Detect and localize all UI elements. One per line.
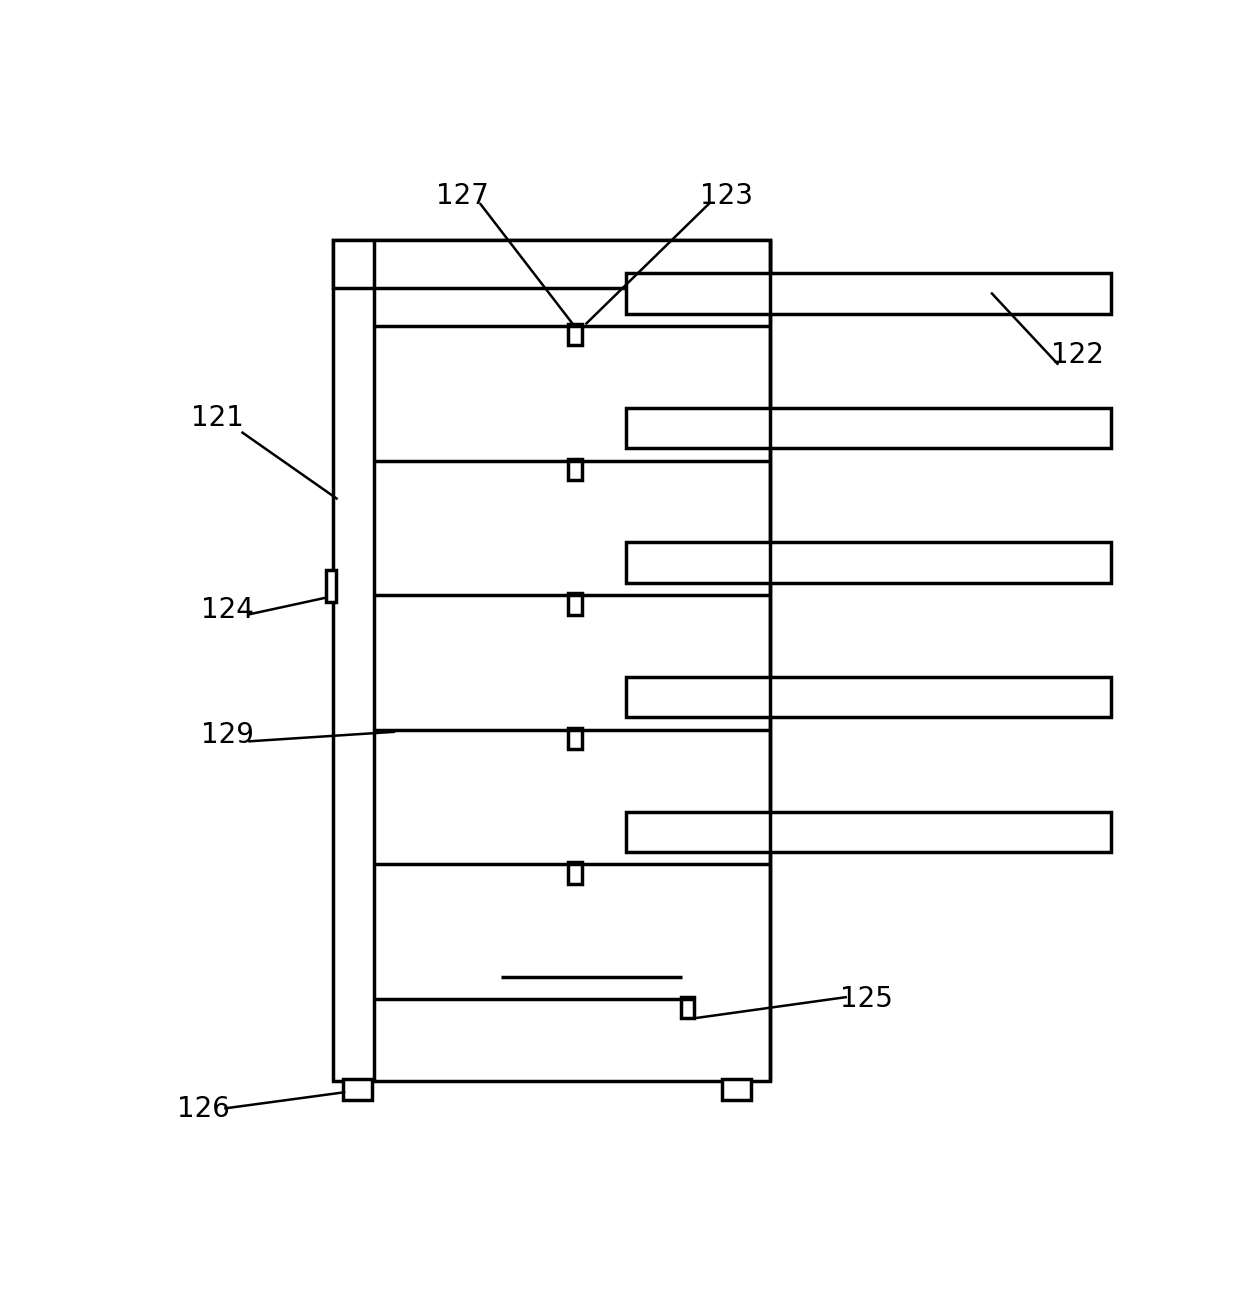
Bar (332, 239, 770, 1081)
Bar (626, 543, 1111, 583)
Text: 123: 123 (701, 182, 753, 211)
Text: 124: 124 (201, 596, 253, 623)
Bar (568, 593, 582, 614)
Text: 122: 122 (1052, 341, 1104, 369)
Text: 127: 127 (436, 182, 489, 211)
Bar (626, 407, 1111, 449)
Bar (332, 239, 770, 288)
Text: 125: 125 (839, 985, 893, 1012)
Bar (681, 997, 694, 1018)
Bar (626, 678, 1111, 718)
Bar (626, 812, 1111, 852)
Bar (568, 459, 582, 480)
Text: 121: 121 (191, 403, 244, 432)
Bar (568, 862, 582, 883)
Text: 129: 129 (201, 720, 253, 749)
Bar (343, 1078, 372, 1100)
Text: 126: 126 (176, 1095, 229, 1124)
Bar (568, 728, 582, 749)
Bar (626, 273, 1111, 314)
Bar (326, 570, 336, 603)
Bar (722, 1078, 751, 1100)
Bar (568, 325, 582, 345)
